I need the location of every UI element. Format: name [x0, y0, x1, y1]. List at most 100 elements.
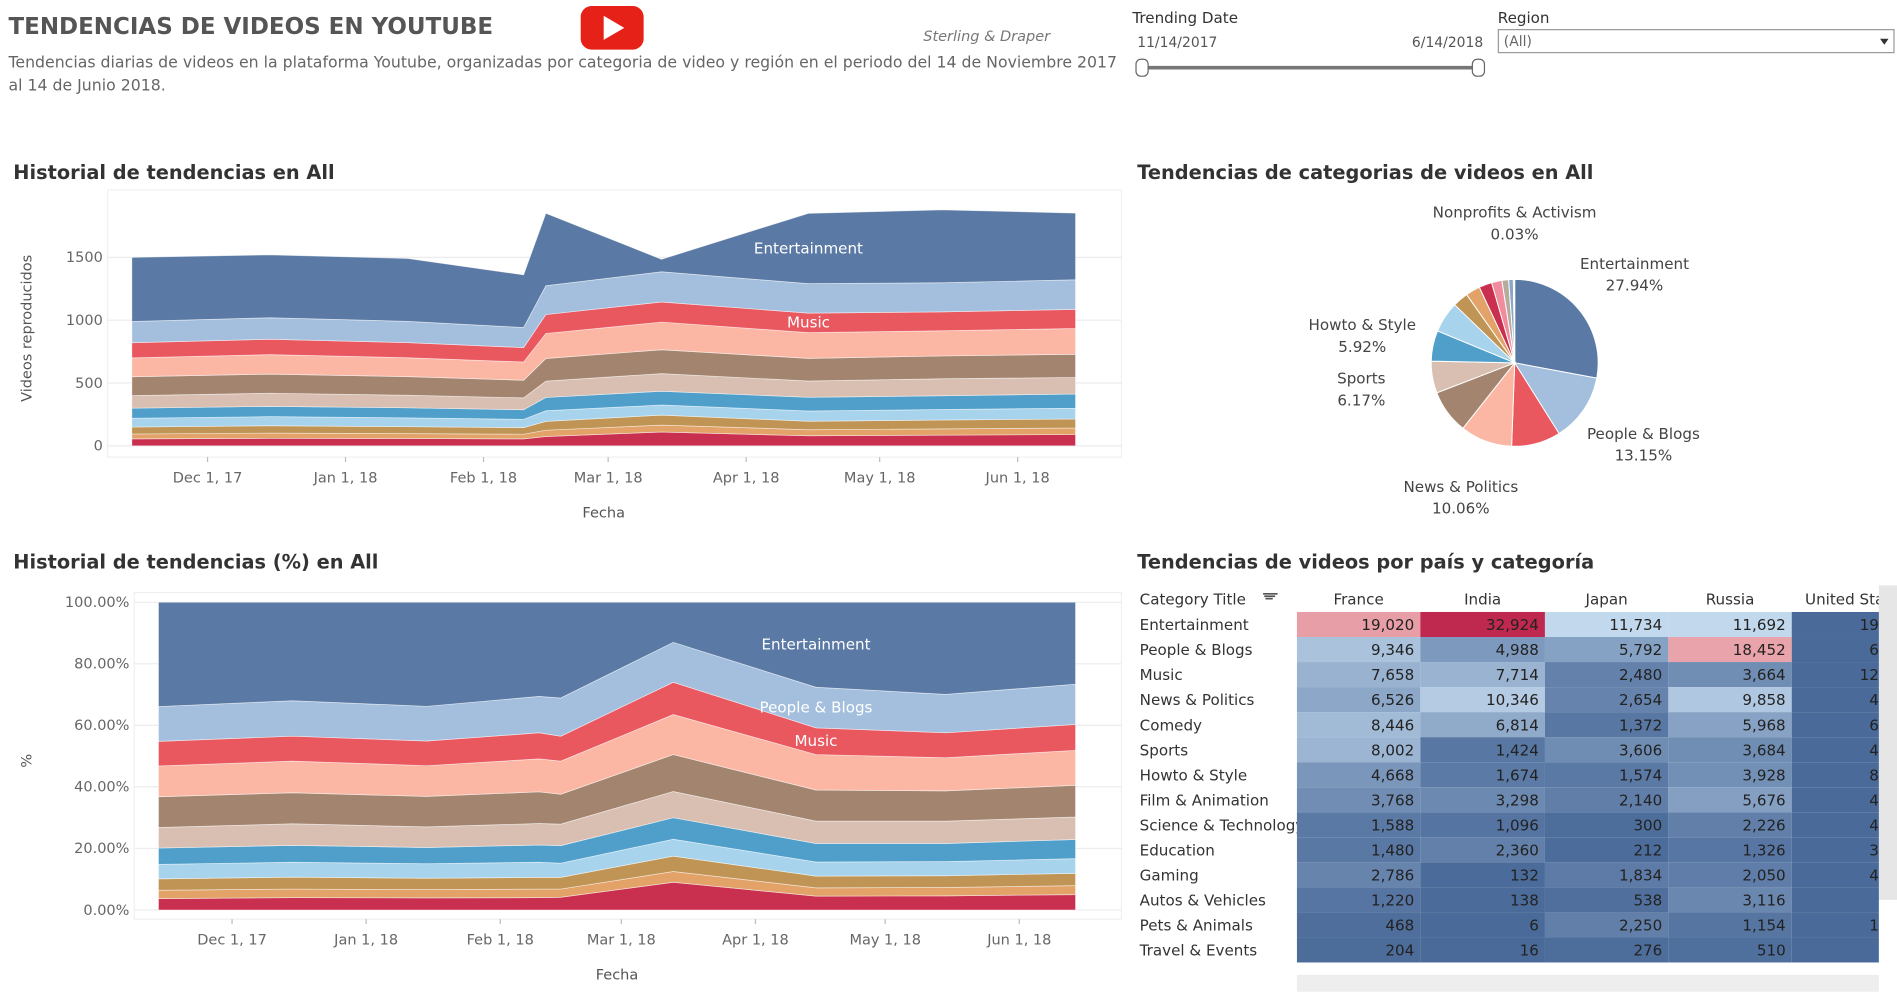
y-tick-label: 40.00%: [74, 780, 129, 796]
area-label: Music: [787, 314, 830, 332]
pie-chart: Tendencias de categorias de videos en Al…: [1137, 161, 1700, 518]
cell-value: 19,020: [1361, 616, 1414, 634]
x-tick-label: Dec 1, 17: [197, 933, 267, 949]
heat-cell: [1791, 862, 1879, 888]
column-header: Russia: [1706, 591, 1755, 609]
pie-value-label: 0.03%: [1491, 225, 1539, 243]
cell-value: 204: [1385, 942, 1414, 960]
x-tick-label: Jun 1, 18: [986, 933, 1051, 949]
heat-cell: [1668, 937, 1792, 963]
heat-cell: [1668, 712, 1792, 738]
heat-cell: [1544, 837, 1669, 863]
heat-cell: [1668, 837, 1792, 863]
column-header: Japan: [1585, 591, 1628, 609]
row-label: Autos & Vehicles: [1140, 892, 1266, 910]
cell-value: 2,480: [1619, 666, 1662, 684]
heat-cell: [1296, 887, 1421, 913]
row-label: Travel & Events: [1139, 942, 1258, 960]
cell-value: 11,692: [1733, 616, 1786, 634]
cell-value: 9,858: [1742, 691, 1785, 709]
x-axis-label: Fecha: [596, 968, 639, 984]
cell-value: 1,096: [1496, 816, 1539, 834]
cell-value: 16: [1520, 942, 1539, 960]
heat-table: Tendencias de videos por país y categorí…: [1137, 550, 1879, 963]
cell-value: 7,658: [1371, 666, 1414, 684]
dropdown-arrow: [1880, 38, 1889, 45]
column-header: France: [1334, 591, 1384, 609]
heat-cell: [1420, 887, 1545, 913]
cell-value: 5,968: [1742, 716, 1785, 734]
heat-cell: [1544, 862, 1669, 888]
cell-value: 4: [1869, 866, 1879, 884]
row-label: Entertainment: [1140, 616, 1249, 634]
chart-title: Historial de tendencias (%) en All: [13, 550, 378, 573]
x-tick-label: May 1, 18: [849, 933, 920, 949]
heat-cell: [1668, 662, 1792, 688]
cell-value: 2,250: [1619, 917, 1662, 935]
y-tick-label: 1000: [66, 313, 103, 329]
heat-cell: [1791, 837, 1879, 863]
cell-value: 9,346: [1371, 641, 1414, 659]
heat-cell: [1544, 712, 1669, 738]
heat-cell: [1668, 611, 1792, 638]
heat-cell: [1544, 662, 1669, 688]
x-tick-label: Jan 1, 18: [333, 933, 398, 949]
cell-value: 5,676: [1742, 791, 1785, 809]
x-tick-label: Apr 1, 18: [713, 471, 780, 487]
scrollbar[interactable]: [1296, 585, 1897, 992]
heat-cell: [1668, 762, 1792, 788]
filter-label: Region: [1498, 9, 1550, 27]
heat-cell: [1420, 762, 1545, 788]
heat-cell: [1296, 637, 1421, 663]
heat-cell: [1668, 912, 1792, 938]
cell-value: 300: [1633, 816, 1662, 834]
scroll-track: [1296, 974, 1879, 992]
dashboard-title: TENDENCIAS DE VIDEOS EN YOUTUBE: [8, 14, 493, 40]
filter-label: Trending Date: [1131, 9, 1238, 27]
heat-cell: [1420, 837, 1545, 863]
table-body: Category Title France India Japan Russia Unit…: [1139, 591, 1879, 963]
pie-label: Sports: [1337, 370, 1386, 388]
heat-cell: [1791, 937, 1879, 963]
heat-cell: [1296, 787, 1421, 813]
cell-value: 3,606: [1619, 741, 1662, 759]
cell-value: 132: [1510, 866, 1539, 884]
cell-value: 4: [1869, 791, 1879, 809]
heat-cell: [1544, 812, 1669, 838]
cell-value: 2,654: [1619, 691, 1662, 709]
cell-value: 4,988: [1496, 641, 1539, 659]
heat-cell: [1544, 687, 1669, 713]
slider-handle[interactable]: [1135, 58, 1149, 77]
heat-cell: [1296, 837, 1421, 863]
heat-cell: [1420, 712, 1545, 738]
cell-value: 4: [1869, 816, 1879, 834]
heat-cell: [1668, 637, 1792, 663]
plot-area: [133, 592, 1123, 920]
cell-value: 2,050: [1742, 866, 1785, 884]
pie-value-label: 6.17%: [1337, 391, 1385, 409]
heat-cell: [1420, 611, 1545, 638]
x-tick-label: Mar 1, 18: [574, 471, 643, 487]
heat-cell: [1791, 812, 1879, 838]
area-chart: Historial de tendencias en All 0 500 1000 15…: [13, 161, 1123, 522]
heat-cell: [1296, 862, 1421, 888]
cell-value: 8,002: [1371, 741, 1414, 759]
cell-value: 5,792: [1619, 641, 1662, 659]
row-label: Music: [1140, 666, 1183, 684]
x-tick-label: Dec 1, 17: [173, 471, 243, 487]
pie-value-label: 13.15%: [1615, 447, 1673, 465]
heat-cell: [1420, 862, 1545, 888]
cell-value: 510: [1757, 942, 1786, 960]
date-slider[interactable]: [1135, 58, 1486, 77]
slider-handle[interactable]: [1471, 58, 1486, 77]
cell-value: 1,220: [1371, 892, 1414, 910]
heat-cell: [1420, 737, 1545, 763]
heat-cell: [1420, 637, 1545, 663]
region-dropdown[interactable]: (All): [1497, 29, 1895, 54]
subtitle: Tendencias diarias de videos en la plata…: [8, 54, 1118, 96]
y-tick-label: 80.00%: [74, 657, 129, 673]
row-label: Pets & Animals: [1140, 917, 1253, 935]
heat-cell: [1791, 787, 1879, 813]
dropdown-box[interactable]: [1497, 29, 1895, 54]
